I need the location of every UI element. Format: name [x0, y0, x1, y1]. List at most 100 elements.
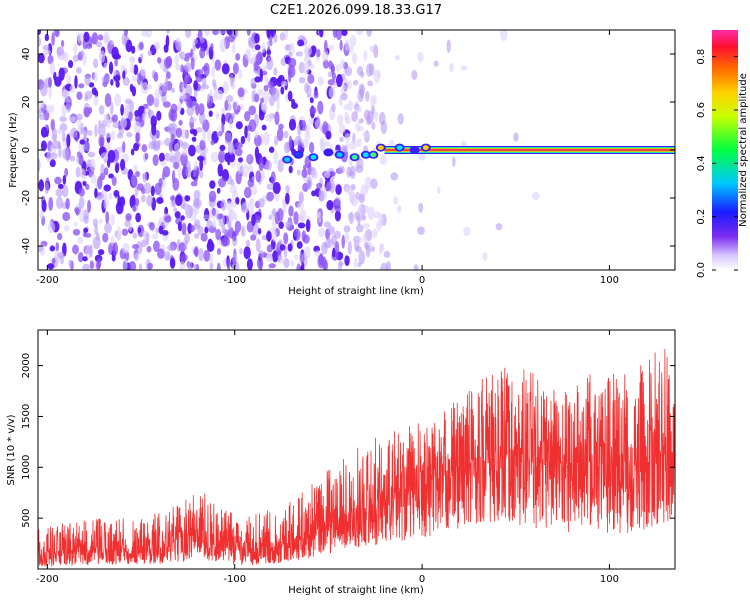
snr-x-ticks: -200 -100 0 100: [36, 330, 619, 585]
spectrogram-cell: [295, 51, 303, 57]
spectrogram-cell: [367, 206, 375, 220]
spectrogram-cell: [290, 259, 295, 268]
spectrogram-cell: [172, 177, 180, 191]
spectrogram-cell: [38, 99, 45, 109]
spectrogram-cell: [62, 51, 69, 62]
spectrogram-cell: [132, 232, 138, 239]
spectrogram-cell: [62, 174, 67, 185]
spectrogram-cell: [217, 163, 224, 177]
signal-onset-core: [396, 145, 403, 151]
spectrogram-cell: [344, 39, 350, 51]
spectrogram-cell: [397, 113, 404, 125]
spectrogram-cell: [56, 232, 63, 241]
spectrogram-cell: [321, 48, 329, 62]
spectrogram-cell: [208, 110, 213, 118]
spectrogram-cell: [157, 140, 161, 147]
spectrogram-cell: [248, 164, 254, 173]
snr-x-axis-label: Height of straight line (km): [288, 585, 424, 596]
spectrogram-cell: [94, 123, 98, 137]
signal-band: [282, 143, 675, 164]
spectrogram-cell: [305, 123, 311, 135]
signal-onset-core: [377, 145, 384, 151]
spectrogram-cell: [340, 144, 348, 153]
spectrogram-cell: [227, 142, 235, 155]
spectrogram-cell: [226, 30, 234, 36]
spectrogram-cell: [96, 232, 100, 241]
spectrogram-cell: [38, 114, 47, 121]
figure-title: C2E1.2026.099.18.33.G17: [270, 3, 442, 18]
spectrogram-cell: [298, 76, 306, 84]
spectrogram-cell: [153, 97, 160, 108]
spectrogram-cell: [41, 199, 47, 213]
spectrogram-cell: [234, 142, 243, 149]
spectrogram-cell: [66, 133, 71, 148]
spectrogram-cell: [261, 102, 268, 113]
spectrogram-cell: [55, 196, 63, 209]
spectrogram-cell: [91, 87, 98, 96]
spectrogram-cell: [56, 128, 64, 135]
spectrogram-cell: [262, 90, 270, 104]
spectrogram-cell: [39, 209, 44, 220]
spectrogram-cell: [288, 165, 293, 174]
spectrogram-cell: [232, 235, 238, 247]
spectrogram-cell: [449, 62, 454, 73]
spectrogram-cell: [211, 64, 216, 79]
colorbar-label: Normalized spectral amplitude: [738, 73, 749, 227]
spectrogram-cell: [344, 133, 351, 142]
spectrogram-cell: [66, 74, 72, 85]
spectrogram-cell: [418, 152, 426, 161]
spectrogram-cell: [64, 167, 69, 177]
spectrogram-cell: [180, 253, 188, 262]
spectrogram-cell: [325, 130, 332, 140]
spectrogram-cell: [161, 229, 169, 236]
spectrogram-cell: [276, 128, 284, 142]
spectrogram-cell: [260, 170, 265, 182]
spectrogram-cell: [94, 224, 99, 236]
y-tick-label: 1000: [21, 455, 32, 480]
spectrogram-cell: [72, 244, 79, 255]
colorbar-tick-label: 0.6: [696, 102, 707, 118]
spectrogram-cell: [220, 238, 228, 247]
spectrogram-cell: [463, 226, 471, 236]
spectrogram-cell: [58, 145, 62, 159]
spectrogram-cell: [121, 228, 129, 236]
spectrogram-cell: [285, 192, 290, 205]
spectrogram-cell: [344, 231, 350, 244]
spectrogram-cell: [83, 227, 89, 233]
spectrogram-cell: [316, 115, 320, 125]
spectrogram-cell: [235, 53, 241, 61]
spectrogram-cell: [49, 61, 55, 76]
spectrogram-cell: [352, 132, 356, 145]
spectrogram-cell: [162, 82, 167, 93]
colorbar-tick-label: 0.0: [696, 262, 707, 278]
spectrogram-cell: [227, 226, 235, 239]
spectrogram-cell: [288, 205, 294, 217]
spectrogram-cell: [227, 220, 232, 229]
spectrogram-cell: [193, 80, 199, 91]
spectrogram-x-ticks: -200 -100 0 100: [36, 30, 619, 286]
spectrogram-cell: [231, 42, 236, 55]
spectrogram-cell: [198, 112, 206, 125]
spectrogram-cell: [184, 203, 189, 211]
y-tick-label: 1500: [21, 404, 32, 429]
spectrogram-cell: [374, 111, 379, 122]
spectrogram-cell: [93, 58, 99, 69]
spectrogram-cell: [344, 111, 349, 122]
spectrogram-cell: [339, 261, 344, 267]
spectrogram-cell: [452, 156, 456, 167]
spectrogram-cell: [129, 83, 134, 93]
spectrogram-cell: [231, 230, 239, 237]
spectrogram-cell: [193, 89, 198, 98]
spectrogram-cell: [266, 191, 274, 202]
spectrogram-cell: [97, 34, 104, 41]
spectrogram-cell: [128, 260, 137, 270]
spectrogram-cell: [355, 121, 361, 133]
spectrogram-cell: [240, 135, 246, 145]
spectrogram-cell: [75, 67, 82, 74]
spectrogram-cell: [82, 231, 87, 238]
spectrogram-cell: [103, 113, 110, 126]
spectrogram-cell: [335, 184, 342, 196]
spectrogram-cell: [57, 251, 65, 259]
spectrogram-cell: [239, 248, 243, 255]
